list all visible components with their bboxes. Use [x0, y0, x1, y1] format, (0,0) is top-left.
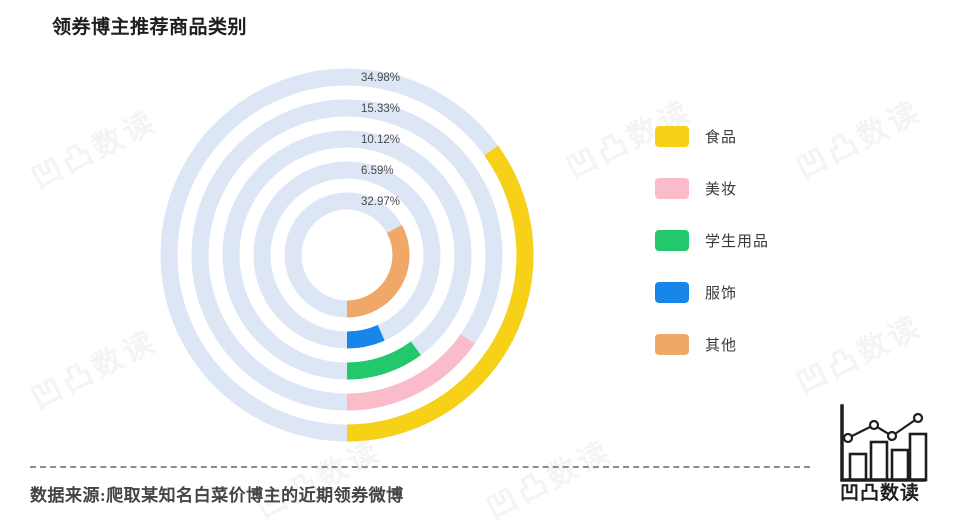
chart-value-label: 15.33% — [361, 103, 400, 115]
legend-label: 学生用品 — [705, 232, 770, 250]
legend-item[interactable]: 其他 — [655, 318, 769, 370]
legend-swatch — [655, 333, 689, 355]
brand-logo-text: 凹凸数读 — [839, 483, 920, 504]
chart-value-label-group: 34.98% 15.33% 10.12% 6.59% 32.97% — [361, 72, 400, 208]
chart-bar-arc[interactable] — [346, 145, 534, 442]
chart-track-ring — [222, 130, 472, 380]
legend-label: 食品 — [705, 128, 738, 146]
legend-label: 美妆 — [705, 180, 738, 198]
legend-swatch — [655, 229, 689, 251]
chart-track-ring — [253, 161, 441, 349]
legend-label: 其他 — [705, 336, 738, 354]
page-title: 领券博主推荐商品类别 — [52, 17, 248, 38]
legend-item[interactable]: 学生用品 — [655, 214, 769, 266]
chart-bar-group — [346, 145, 534, 442]
legend-item[interactable]: 服饰 — [655, 266, 769, 318]
legend-item[interactable]: 食品 — [655, 110, 769, 162]
chart-value-label: 6.59% — [361, 165, 394, 177]
chart-bar-arc[interactable] — [346, 341, 421, 380]
footer-source-text: 数据来源:爬取某知名白菜价博主的近期领券微博 — [30, 486, 404, 505]
chart-bar-arc[interactable] — [346, 324, 385, 349]
legend-swatch — [655, 125, 689, 147]
legend-swatch — [655, 281, 689, 303]
chart-track-ring — [191, 99, 503, 411]
legend-swatch — [655, 177, 689, 199]
chart-value-label: 32.97% — [361, 196, 400, 208]
chart-legend: 食品美妆学生用品服饰其他 — [655, 110, 769, 370]
chart-value-label: 34.98% — [361, 72, 400, 84]
footer-divider — [30, 466, 810, 468]
legend-label: 服饰 — [705, 284, 738, 302]
legend-item[interactable]: 美妆 — [655, 162, 769, 214]
brand-logo-icon — [840, 404, 928, 482]
chart-bar-arc[interactable] — [346, 225, 410, 318]
chart-bar-arc[interactable] — [346, 333, 475, 411]
chart-value-label: 10.12% — [361, 134, 400, 146]
